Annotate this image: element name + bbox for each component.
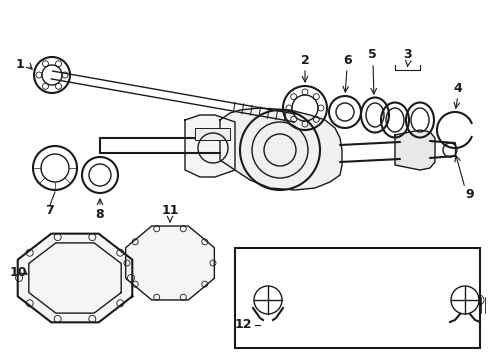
Text: 9: 9 [465,189,473,202]
Text: 12: 12 [234,319,251,332]
Polygon shape [184,115,235,177]
Polygon shape [394,130,434,170]
Polygon shape [125,226,214,300]
Bar [235,248,479,348]
Text: 7: 7 [45,203,54,216]
Polygon shape [220,108,341,190]
Text: 4: 4 [453,81,462,94]
Text: 1: 1 [16,58,24,72]
Text: 6: 6 [343,54,351,67]
Text: 5: 5 [367,49,376,62]
Text: 3: 3 [403,49,411,62]
Bar [195,128,229,140]
Text: 2: 2 [300,54,309,67]
Text: 10: 10 [9,266,27,279]
Text: 11: 11 [161,203,179,216]
Polygon shape [18,234,132,322]
Text: 8: 8 [96,208,104,221]
